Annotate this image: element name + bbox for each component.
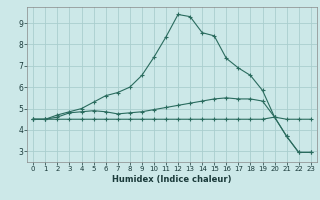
- X-axis label: Humidex (Indice chaleur): Humidex (Indice chaleur): [112, 175, 232, 184]
